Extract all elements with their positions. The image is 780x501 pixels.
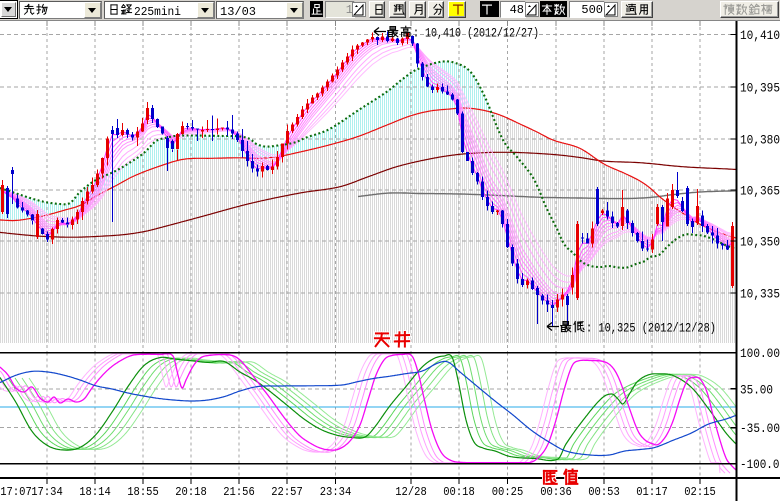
svg-text:00:36: 00:36 bbox=[540, 485, 572, 499]
svg-text:10,380: 10,380 bbox=[740, 133, 780, 148]
svg-text:22:57: 22:57 bbox=[271, 485, 303, 499]
svg-text:00:53: 00:53 bbox=[588, 485, 620, 499]
svg-text:02:15: 02:15 bbox=[684, 485, 716, 499]
svg-text:: 10,410 (2012/12/27): : 10,410 (2012/12/27) bbox=[413, 27, 539, 41]
svg-text:35.00: 35.00 bbox=[740, 382, 773, 397]
svg-text:00:18: 00:18 bbox=[443, 485, 475, 499]
svg-text:23:34: 23:34 bbox=[320, 485, 352, 499]
svg-text:10,410: 10,410 bbox=[740, 28, 780, 43]
svg-text:17:07: 17:07 bbox=[0, 485, 32, 499]
svg-text:: 10,325 (2012/12/28): : 10,325 (2012/12/28) bbox=[586, 322, 716, 336]
svg-text:10,365: 10,365 bbox=[740, 184, 780, 199]
svg-text:01:17: 01:17 bbox=[636, 485, 668, 499]
svg-text:20:18: 20:18 bbox=[175, 485, 207, 499]
svg-text:-35.00: -35.00 bbox=[740, 421, 780, 436]
svg-text:10,350: 10,350 bbox=[740, 235, 780, 250]
svg-text:12/28: 12/28 bbox=[395, 485, 427, 499]
svg-text:100.00: 100.00 bbox=[740, 346, 780, 361]
svg-text:00:25: 00:25 bbox=[492, 485, 524, 499]
svg-text:17:34: 17:34 bbox=[31, 485, 63, 499]
svg-text:18:14: 18:14 bbox=[79, 485, 111, 499]
svg-text:18:55: 18:55 bbox=[127, 485, 159, 499]
svg-text:225mini: 225mini bbox=[134, 5, 181, 18]
svg-text:-100.00: -100.00 bbox=[740, 457, 780, 472]
svg-text:21:56: 21:56 bbox=[223, 485, 255, 499]
svg-text:10,335: 10,335 bbox=[740, 287, 780, 302]
svg-text:10,395: 10,395 bbox=[740, 81, 780, 96]
svg-text:13/03: 13/03 bbox=[220, 5, 256, 18]
